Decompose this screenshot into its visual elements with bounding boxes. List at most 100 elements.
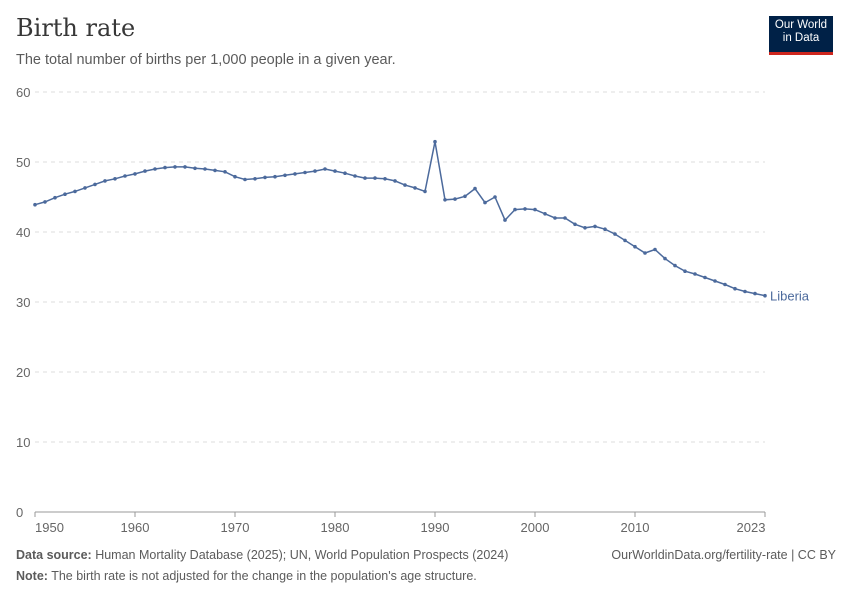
data-point [713, 279, 717, 283]
data-point [33, 202, 37, 207]
data-point [423, 189, 427, 194]
x-tick-label: 2010 [621, 520, 650, 535]
data-point [673, 263, 677, 268]
y-tick-label: 0 [16, 505, 23, 520]
data-point [353, 174, 357, 178]
data-point [333, 169, 337, 173]
y-tick-label: 10 [16, 435, 30, 450]
x-tick-label: 1950 [35, 520, 64, 535]
data-point [123, 174, 127, 178]
y-tick-label: 50 [16, 155, 30, 170]
data-point [63, 192, 67, 196]
data-point [433, 139, 437, 144]
y-tick-label: 30 [16, 295, 30, 310]
data-point [273, 174, 277, 179]
x-tick-label: 2023 [737, 520, 766, 535]
logo-text: Our World in Data [774, 19, 828, 44]
data-point [183, 165, 187, 169]
data-point [533, 207, 537, 212]
data-point [193, 166, 197, 171]
series-label: Liberia [770, 289, 810, 304]
x-tick-label: 1980 [321, 520, 350, 535]
data-point [73, 189, 77, 194]
x-tick-label: 1970 [221, 520, 250, 535]
data-point [343, 171, 347, 175]
data-point [543, 212, 547, 216]
data-point [693, 272, 697, 276]
data-point [553, 216, 557, 220]
data-point [53, 195, 57, 200]
note: Note: The birth rate is not adjusted for… [16, 569, 477, 583]
data-point [413, 186, 417, 190]
data-point [363, 176, 367, 180]
data-point [383, 177, 387, 181]
data-point [243, 177, 247, 182]
data-point [653, 247, 657, 252]
data-point [603, 227, 607, 231]
y-tick-label: 20 [16, 365, 30, 380]
data-point [153, 167, 157, 171]
data-point [93, 182, 97, 187]
data-point [723, 282, 727, 287]
x-tick-label: 1960 [121, 520, 150, 535]
chart-subtitle: The total number of births per 1,000 peo… [16, 52, 396, 68]
source-label: Data source: [16, 548, 92, 562]
data-point [483, 200, 487, 205]
data-point [623, 238, 627, 243]
y-tick-label: 40 [16, 225, 30, 240]
data-point [203, 167, 207, 171]
note-label: Note: [16, 569, 48, 583]
source-url-link[interactable]: OurWorldinData.org/fertility-rate | CC B… [611, 548, 836, 562]
data-point [593, 224, 597, 229]
data-point [233, 174, 237, 179]
data-point [213, 168, 217, 173]
data-point [613, 232, 617, 236]
data-point [43, 200, 47, 204]
data-point [143, 169, 147, 173]
data-point [453, 197, 457, 201]
data-point [263, 175, 267, 180]
data-point [703, 275, 707, 280]
data-point [313, 169, 317, 173]
data-point [223, 170, 227, 174]
data-point [763, 293, 767, 298]
data-point [753, 291, 757, 296]
x-tick-label: 1990 [421, 520, 450, 535]
data-point [633, 244, 637, 249]
data-point [293, 172, 297, 176]
x-tick-label: 2000 [521, 520, 550, 535]
data-point [83, 186, 87, 190]
owid-logo[interactable]: Our World in Data [769, 16, 833, 55]
chart-title: Birth rate [16, 14, 136, 42]
data-point [393, 179, 397, 183]
data-point [743, 289, 747, 294]
note-text: The birth rate is not adjusted for the c… [47, 569, 477, 583]
data-point [113, 177, 117, 181]
data-point [513, 207, 517, 212]
data-point [253, 177, 257, 181]
y-tick-label: 60 [16, 85, 30, 100]
data-point [373, 176, 377, 180]
data-point [443, 198, 447, 202]
data-point [103, 179, 107, 183]
data-point [503, 218, 507, 222]
data-point [463, 194, 467, 199]
data-point [563, 216, 567, 220]
data-point [323, 167, 327, 171]
data-point [583, 226, 587, 230]
data-point [493, 195, 497, 199]
data-point [573, 222, 577, 227]
data-point [303, 170, 307, 175]
data-point [683, 269, 687, 274]
data-point [643, 251, 647, 255]
series-line-liberia [34, 141, 766, 297]
data-point [523, 207, 527, 211]
data-point [133, 172, 137, 176]
data-point [733, 286, 737, 291]
source-text: Human Mortality Database (2025); UN, Wor… [91, 548, 509, 562]
data-point [473, 186, 477, 191]
data-point [403, 183, 407, 187]
data-point [283, 173, 287, 178]
data-point [663, 256, 667, 261]
